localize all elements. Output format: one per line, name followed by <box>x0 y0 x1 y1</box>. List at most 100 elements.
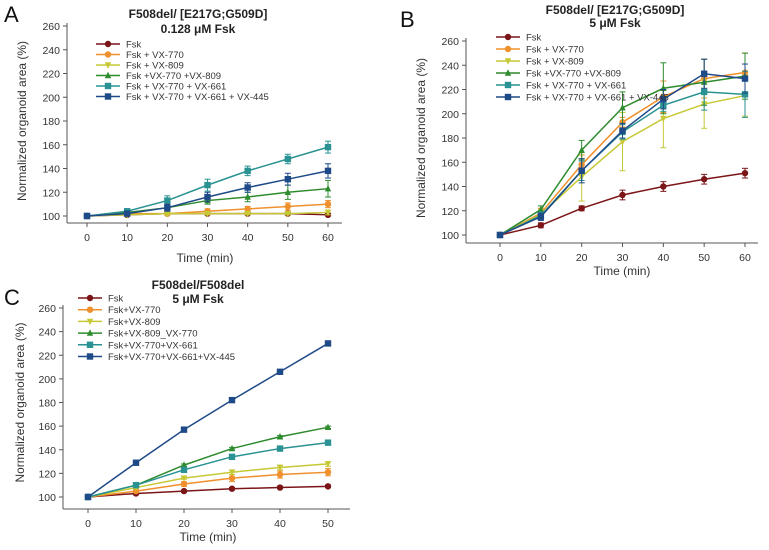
x-tick-label: 30 <box>226 518 238 530</box>
x-tick-label: 20 <box>178 518 190 530</box>
data-point <box>619 191 626 199</box>
legend-label: Fsk + VX-770 <box>126 50 184 61</box>
data-point <box>276 484 284 491</box>
y-tick-label: 160 <box>42 140 60 152</box>
x-tick-label: 0 <box>497 252 503 264</box>
y-tick-label: 180 <box>38 398 56 410</box>
x-tick-label: 40 <box>242 232 254 244</box>
legend-item: Fsk+VX-770+VX-661 <box>78 340 198 351</box>
legend-marker <box>504 58 512 65</box>
data-point <box>284 203 292 210</box>
legend-label: Fsk <box>526 33 542 44</box>
legend-marker <box>104 82 112 90</box>
x-axis-label: Time (min) <box>594 264 651 278</box>
data-point <box>660 183 667 190</box>
chart-title: F508del/ [E217G;G509D] <box>129 7 268 21</box>
data-point <box>578 167 585 174</box>
legend-label: Fsk+VX-770 <box>108 305 161 316</box>
data-point <box>164 197 171 204</box>
y-tick-label: 200 <box>42 92 60 104</box>
y-axis-label: Normalized organoid area (%) <box>15 41 29 201</box>
data-point <box>284 155 292 163</box>
data-point <box>700 88 708 96</box>
x-tick-label: 20 <box>161 232 173 244</box>
data-point <box>324 209 332 217</box>
chart-subtitle: 5 μM Fsk <box>589 16 641 30</box>
data-point <box>83 212 91 220</box>
data-point <box>324 167 332 175</box>
y-tick-label: 260 <box>42 21 60 33</box>
series-line <box>87 342 329 498</box>
legend-label: Fsk <box>126 40 142 51</box>
legend-label: Fsk <box>108 294 124 305</box>
series-line <box>87 485 329 498</box>
data-point <box>619 127 626 134</box>
data-point <box>276 433 284 440</box>
data-point <box>537 213 545 221</box>
data-point <box>228 485 236 492</box>
x-tick-label: 50 <box>698 252 710 264</box>
y-tick-label: 200 <box>38 374 56 386</box>
data-point <box>741 75 749 82</box>
legend-label: Fsk + VX-770 <box>526 45 584 56</box>
series-line <box>87 463 329 498</box>
y-tick-label: 120 <box>441 206 459 218</box>
legend-item: Fsk + VX-770 + VX-661 <box>96 82 226 93</box>
x-tick-label: 10 <box>535 252 547 264</box>
legend-marker <box>104 71 112 79</box>
legend-label: Fsk+VX-809_VX-770 <box>108 329 198 340</box>
data-point <box>578 205 585 212</box>
data-point <box>276 471 284 478</box>
series-vx770-661 <box>84 439 332 501</box>
data-point <box>123 210 131 217</box>
data-point <box>228 453 236 461</box>
legend-label: Fsk+VX-770+VX-661 <box>108 340 198 351</box>
data-point <box>276 464 284 472</box>
data-point <box>204 193 211 201</box>
x-tick-label: 40 <box>274 518 286 530</box>
y-tick-label: 220 <box>42 69 60 81</box>
data-point <box>700 176 708 183</box>
legend-marker <box>104 62 112 69</box>
legend-item: Fsk + VX-770 <box>496 45 584 56</box>
data-point <box>284 210 292 218</box>
x-tick-label: 40 <box>657 252 669 264</box>
data-point <box>741 169 749 177</box>
data-point <box>619 138 626 146</box>
data-point <box>284 175 292 183</box>
legend-item: Fsk + VX-809 <box>96 61 184 72</box>
data-point <box>244 193 251 200</box>
x-tick-label: 30 <box>617 252 629 264</box>
legend-label: Fsk + VX-770 + VX-661 + VX-445 <box>526 93 669 104</box>
y-axis-label: Normalized organoid area (%) <box>414 58 428 218</box>
legend-label: Fsk + VX-770 + VX-661 <box>126 82 226 93</box>
legend-marker <box>104 93 112 100</box>
y-axis-label: Normalized organoid area (%) <box>13 322 27 482</box>
legend-item: Fsk + VX-770 + VX-661 + VX-445 <box>96 92 269 103</box>
y-tick-label: 100 <box>42 211 60 223</box>
y-tick-label: 120 <box>38 468 56 480</box>
series-fsk <box>496 167 749 239</box>
data-point <box>700 70 708 77</box>
y-tick-label: 160 <box>38 421 56 433</box>
legend-item: Fsk+VX-809_VX-770 <box>78 329 198 340</box>
data-point <box>228 474 236 482</box>
panel-b: B F508del/ [E217G;G509D]5 μM Fsk100120140… <box>400 3 758 278</box>
data-point <box>204 181 211 189</box>
y-tick-label: 260 <box>441 36 459 48</box>
legend-item: Fsk+VX-770 <box>78 305 161 316</box>
legend-marker <box>504 81 512 89</box>
data-point <box>578 146 585 153</box>
y-tick-label: 140 <box>42 164 60 176</box>
y-tick-label: 220 <box>441 85 459 97</box>
legend-marker <box>86 329 94 336</box>
data-point <box>180 480 188 488</box>
legend-item: Fsk <box>96 40 142 51</box>
data-point <box>180 426 188 433</box>
legend-item: Fsk +VX-770 +VX-809 <box>96 71 221 82</box>
y-tick-label: 100 <box>441 230 459 242</box>
legend-item: Fsk <box>78 294 124 305</box>
y-tick-label: 100 <box>38 492 56 504</box>
series-fsk <box>84 483 332 501</box>
